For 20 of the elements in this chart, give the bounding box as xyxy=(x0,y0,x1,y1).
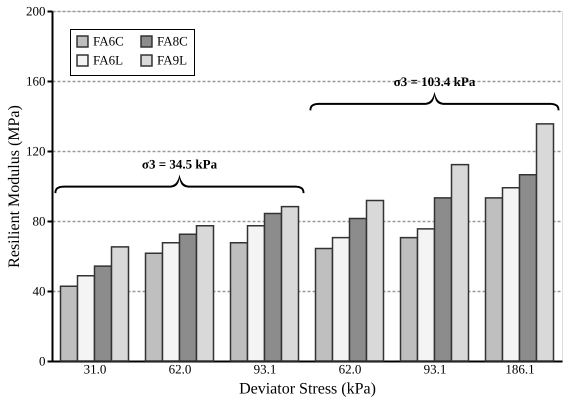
y-tick-label: 120 xyxy=(26,144,46,158)
y-tick-label: 0 xyxy=(39,354,46,368)
legend-label: FA8C xyxy=(157,34,188,49)
y-tick-label: 200 xyxy=(26,4,46,18)
y-tick-label: 40 xyxy=(32,284,46,298)
y-tick-label: 160 xyxy=(26,74,46,88)
x-tick-label: 93.1 xyxy=(254,362,276,376)
legend-label: FA9L xyxy=(157,52,188,68)
annotation: σ3 = 34.5 kPa xyxy=(142,156,218,172)
x-tick-label: 31.0 xyxy=(84,362,106,376)
x-tick-label: 93.1 xyxy=(424,362,446,376)
annotation: σ3 = 103.4 kPa xyxy=(394,74,476,89)
x-tick-label: 62.0 xyxy=(338,362,362,376)
x-tick-label: 62.0 xyxy=(168,362,192,376)
legend-label: FA6C xyxy=(93,34,124,49)
y-tick-label: 80 xyxy=(32,214,46,228)
y-axis-title: Resilient Modulus (MPa) xyxy=(6,105,23,268)
x-axis-title: Deviator Stress (kPa) xyxy=(239,380,376,398)
legend-label: FA6L xyxy=(93,52,124,68)
x-tick-label: 186.1 xyxy=(505,362,535,376)
